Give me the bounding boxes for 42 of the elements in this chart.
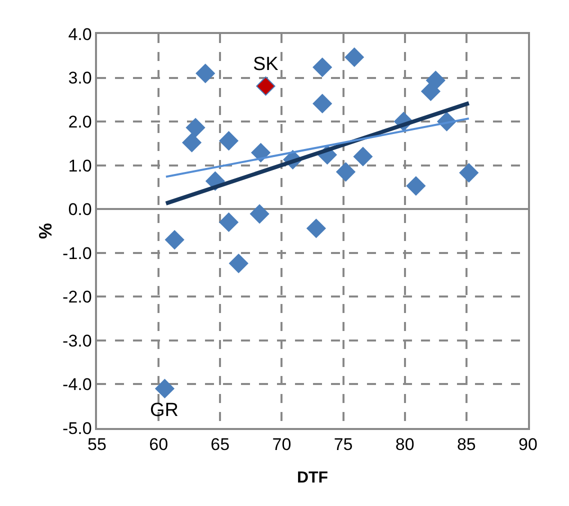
x-tick-label: 70 [272,435,292,454]
y-tick-label: -5.0 [62,418,92,438]
point [312,94,332,114]
point [459,163,478,182]
point [251,143,270,162]
y-tick-label: 3.0 [68,68,92,88]
y-tick-label: -1.0 [62,244,92,263]
point [155,379,174,398]
point [256,76,276,96]
point [219,212,238,232]
point [196,64,215,83]
point [164,230,184,250]
point [406,176,426,196]
point [426,70,446,90]
x-tick-label: 55 [88,435,106,454]
point [219,131,238,150]
annotation: GR [150,400,178,421]
x-tick-label: 85 [456,435,476,454]
point [182,132,202,152]
point [186,118,206,138]
point [306,218,326,238]
x-axis-title: DTF [296,469,328,486]
point [229,254,248,273]
y-tick-label: 1.0 [68,156,92,176]
x-tick-label: 60 [149,435,168,454]
y-tick-label: 0.0 [68,200,92,220]
point [312,58,332,77]
x-tick-label: 65 [210,435,230,454]
y-tick-label: -4.0 [62,375,92,394]
point [353,146,373,166]
y-tick-label: -2.0 [62,288,92,307]
y-axis-title: % [35,222,56,240]
point [336,162,356,182]
x-tick-label: 75 [334,435,353,454]
point [344,48,364,67]
x-tick-label: 80 [395,435,414,454]
y-tick-label: -3.0 [62,331,92,350]
x-tick-label: 90 [518,435,538,454]
y-tick-label: 4.0 [68,24,92,44]
annotation: SK [253,54,279,75]
point [250,204,270,224]
y-tick-label: 2.0 [68,112,92,132]
